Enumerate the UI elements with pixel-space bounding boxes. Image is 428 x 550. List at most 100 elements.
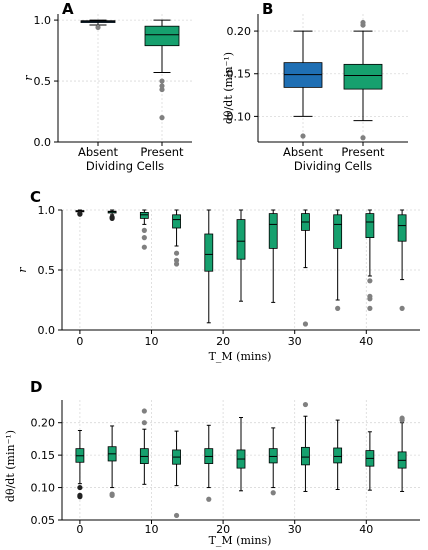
panel-c-box-8 [333,209,343,311]
panel-d-box-10 [397,415,407,492]
outlier-point [159,115,165,121]
panel-d-ytick-label: 0.05 [31,514,56,527]
iqr-box [343,63,383,90]
outlier-point [141,420,147,426]
iqr-box [397,214,407,242]
outlier-point [141,235,147,241]
panel-b-category-label: Present [341,145,385,159]
outlier-point [335,305,341,311]
outlier-point [95,24,101,31]
panel-a-category-label: Absent [78,145,119,159]
panel-a-plot: 0.0 0.5 1.0 Absent Present [34,14,192,159]
panel-d-xtick-label: 0 [76,523,83,536]
panel-c-ytick-label: 0.5 [38,264,56,277]
panel-b-plot: 0.10 0.15 0.20 Absent Present [227,14,408,159]
panel-d-box-8 [333,419,343,491]
iqr-box [144,25,180,47]
panel-d-ytick-label: 0.10 [31,482,56,495]
panel-a-box-1 [144,19,180,121]
panel-d-xtick-label: 10 [145,523,159,536]
outlier-point [173,257,180,263]
panel-c-ytick-label: 1.0 [38,204,56,217]
panel-c-ylabel: r [16,267,29,273]
outlier-point [399,305,405,311]
panel-d-xtick-label: 40 [359,523,373,536]
outlier-point [141,244,147,250]
iqr-box [333,447,343,464]
panel-b: B dθ/dt (min⁻¹) 0.10 0.15 0.20 Absent Presen… [222,0,408,173]
panel-d-xtick-label: 30 [288,523,302,536]
panel-c-box-4 [204,209,214,324]
panel-c-xtick-label: 40 [359,335,373,348]
panel-d-box-5 [236,417,246,492]
panel-a-ylabel: r [22,75,35,81]
panel-c-xtick-label: 10 [145,335,159,348]
panel-c-box-5 [236,209,246,302]
outlier-point [173,512,180,519]
panel-c-box-0 [75,209,85,217]
panel-b-category-label: Absent [283,145,324,159]
panel-c-letter: C [30,188,41,206]
outlier-point [141,408,147,414]
panel-b-ytick-label: 0.20 [227,25,252,38]
panel-c-box-9 [365,209,375,311]
panel-d-xtick-label: 20 [216,523,230,536]
panel-b-box-1 [343,19,383,141]
outlier-point [302,401,309,408]
panel-c-box-1 [107,209,117,221]
outlier-point [159,86,165,93]
panel-c-xlabel: T_M (mins) [209,350,272,363]
panel-d-letter: D [30,378,42,396]
outlier-point [159,83,165,89]
panel-d-box-0 [75,429,85,500]
panel-a-xlabel: Dividing Cells [86,159,164,173]
panel-a-ytick-label: 0.0 [34,136,52,149]
panel-b-letter: B [262,0,273,18]
panel-c-plot: 0.0 0.5 1.0 0 10 20 30 40 [38,204,420,348]
panel-c: C r 0.0 0.5 1.0 0 10 20 30 40 T_M (mins) [16,188,420,363]
outlier-point [77,494,83,500]
outlier-point [302,321,309,327]
outlier-point [206,496,212,502]
outlier-point [270,490,276,496]
iqr-box [172,214,181,229]
panel-d-ylabel: dθ/dt (min⁻¹) [4,430,17,502]
iqr-box [236,219,246,260]
outlier-point [367,278,373,284]
panel-a-box-0 [80,19,116,31]
panel-a-category-label: Present [140,145,184,159]
panel-b-ylabel: dθ/dt (min⁻¹) [222,52,235,124]
outlier-point [173,261,180,267]
panel-c-xtick-label: 0 [76,335,83,348]
iqr-box [268,448,278,464]
panel-a-letter: A [62,0,74,18]
panel-d-box-6 [268,427,278,496]
iqr-box [139,211,149,219]
panel-b-ytick-label: 0.15 [227,68,252,81]
panel-d-box-7 [301,401,310,492]
panel-d-plot: 0.05 0.10 0.15 0.20 0 10 20 30 40 [31,400,420,536]
panel-a-ytick-label: 1.0 [34,14,52,27]
panel-d-box-2 [139,408,149,485]
panel-c-xtick-label: 30 [288,335,302,348]
iqr-box [365,213,375,239]
panel-d-xlabel: T_M (mins) [209,534,272,547]
panel-d: D dθ/dt (min⁻¹) 0.05 0.10 0.15 0.20 0 10 20 30 4… [4,378,420,547]
panel-c-xtick-label: 20 [216,335,230,348]
panel-b-xlabel: Dividing Cells [294,159,372,173]
outlier-point [399,417,405,423]
iqr-box [268,213,278,249]
outlier-point [109,492,115,498]
panel-c-box-10 [397,209,407,311]
panel-c-box-3 [172,209,181,267]
outlier-point [77,211,83,217]
outlier-point [360,22,366,28]
panel-d-ytick-label: 0.20 [31,417,56,430]
outlier-point [77,484,83,491]
iqr-box [333,214,343,249]
iqr-box [204,233,214,272]
panel-c-box-6 [268,209,278,303]
panel-a: A r 0.0 0.5 1.0 Absent Present Dividing Cell… [22,0,192,173]
outlier-point [109,215,115,221]
